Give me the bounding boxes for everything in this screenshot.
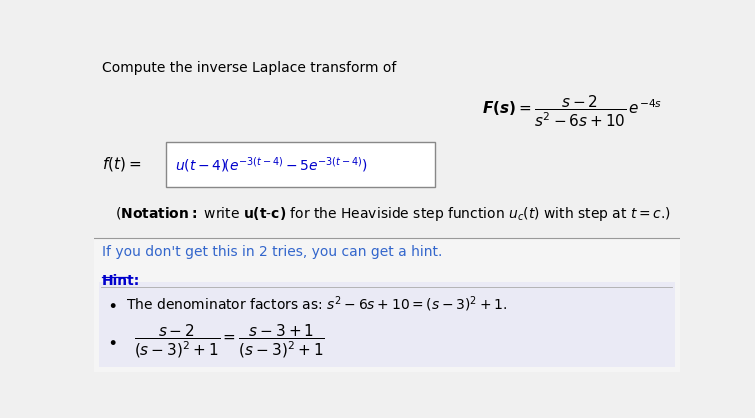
FancyBboxPatch shape	[94, 50, 680, 238]
Text: Hint:: Hint:	[102, 274, 140, 288]
Text: $\boldsymbol{F(s)} = \dfrac{s-2}{s^2 - 6s + 10}\,e^{-4s}$: $\boldsymbol{F(s)} = \dfrac{s-2}{s^2 - 6…	[482, 94, 662, 129]
Text: Compute the inverse Laplace transform of: Compute the inverse Laplace transform of	[102, 61, 396, 75]
FancyBboxPatch shape	[99, 282, 675, 367]
FancyBboxPatch shape	[166, 142, 435, 187]
Text: ($\mathbf{Notation:}$ write $\mathbf{u(t\text{-}c)}$ for the Heaviside step func: ($\mathbf{Notation:}$ write $\mathbf{u(t…	[115, 205, 670, 223]
FancyBboxPatch shape	[94, 238, 680, 372]
Text: $\bullet$: $\bullet$	[107, 332, 117, 350]
Text: $\bullet$: $\bullet$	[107, 296, 117, 314]
Text: The denominator factors as: $s^2 - 6s + 10 = (s-3)^2 + 1$.: The denominator factors as: $s^2 - 6s + …	[126, 295, 507, 314]
Text: $u(t-4)\!\left(e^{-3(t-4)} - 5e^{-3(t-4)}\right)$: $u(t-4)\!\left(e^{-3(t-4)} - 5e^{-3(t-4)…	[174, 155, 368, 174]
Text: If you don't get this in 2 tries, you can get a hint.: If you don't get this in 2 tries, you ca…	[102, 245, 442, 259]
Text: $f(t) =$: $f(t) =$	[102, 155, 141, 173]
Text: $\dfrac{s-2}{(s-3)^2+1} = \dfrac{s-3+1}{(s-3)^2+1}$: $\dfrac{s-2}{(s-3)^2+1} = \dfrac{s-3+1}{…	[134, 323, 325, 360]
